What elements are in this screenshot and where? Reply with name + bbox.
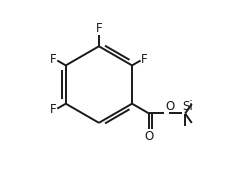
- Text: F: F: [50, 53, 56, 66]
- Text: F: F: [141, 53, 147, 66]
- Text: F: F: [50, 103, 56, 116]
- Text: F: F: [95, 22, 102, 35]
- Text: O: O: [164, 100, 174, 112]
- Text: Si: Si: [182, 100, 192, 113]
- Text: O: O: [144, 130, 153, 143]
